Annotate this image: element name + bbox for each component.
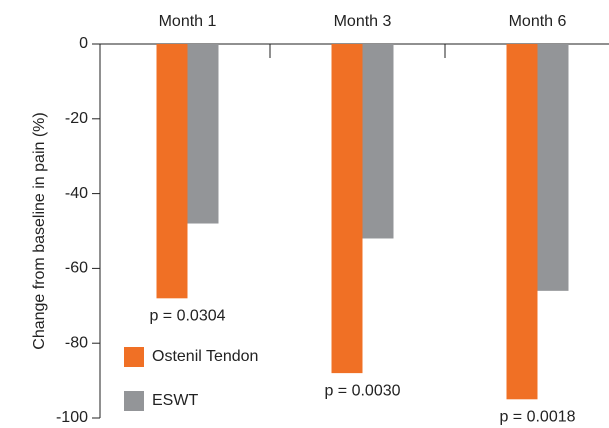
- annotation: p = 0.0018: [499, 409, 575, 426]
- bar: [537, 44, 569, 291]
- y-tick-label: -100: [56, 409, 88, 426]
- bar: [156, 44, 188, 299]
- bar: [362, 44, 394, 239]
- bar: [506, 44, 538, 400]
- y-tick-label: -80: [65, 334, 88, 351]
- y-tick-label: 0: [79, 35, 88, 52]
- annotation: p = 0.0030: [324, 382, 400, 399]
- y-tick-label: -60: [65, 260, 88, 277]
- x-tick-label: Month 1: [159, 13, 217, 30]
- legend-label: Ostenil Tendon: [152, 348, 258, 365]
- x-tick-label: Month 3: [334, 13, 392, 30]
- bar: [331, 44, 363, 374]
- x-tick-label: Month 6: [509, 13, 567, 30]
- legend-swatch: [124, 391, 144, 411]
- y-axis-label: Change from baseline in pain (%): [31, 112, 48, 349]
- legend-label: ESWT: [152, 392, 198, 409]
- y-tick-label: -40: [65, 185, 88, 202]
- legend-swatch: [124, 347, 144, 367]
- annotation: p = 0.0304: [149, 308, 225, 325]
- bar: [187, 44, 219, 224]
- y-tick-label: -20: [65, 110, 88, 127]
